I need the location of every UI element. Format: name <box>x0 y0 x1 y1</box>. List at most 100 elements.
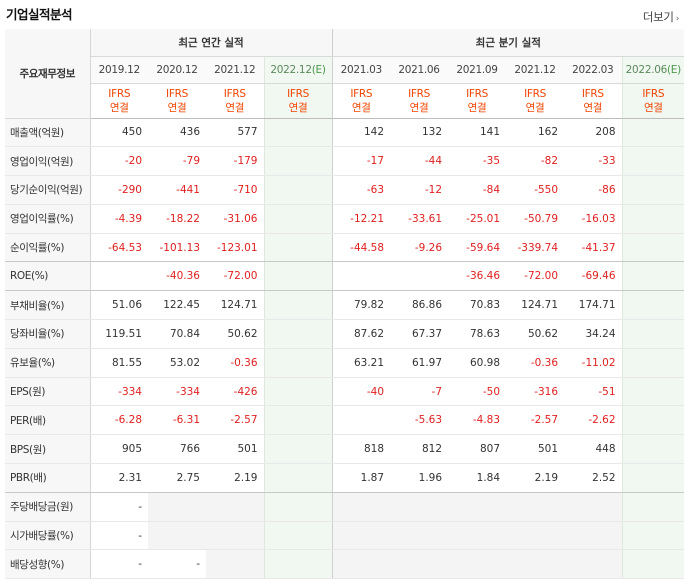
table-row: PER(배) -6.28 -6.31 -2.57 -5.63 -4.83 -2.57 -2.6… <box>5 405 685 436</box>
table-cell: -82 <box>506 146 565 177</box>
row-label: 매출액(억원) <box>5 118 91 148</box>
table-cell: -4.83 <box>448 405 507 436</box>
more-link[interactable]: 더보기 › <box>643 9 679 25</box>
estimate-mark: (E) <box>311 63 326 76</box>
table-cell <box>263 118 333 148</box>
table-cell <box>331 405 391 436</box>
table-row: 영업이익(억원) -20 -79 -179 -17 -44 -35 -82 -33 <box>5 146 685 177</box>
table-cell: -25.01 <box>448 204 507 234</box>
table-cell: 501 <box>206 434 264 465</box>
table-cell: -0.36 <box>206 348 264 378</box>
row-label: ROE(%) <box>5 261 91 292</box>
table-row: PBR(배) 2.31 2.75 2.19 1.87 1.96 1.84 2.19 2.52 <box>5 463 685 493</box>
table-cell <box>621 175 685 205</box>
table-cell: 124.71 <box>506 290 565 321</box>
table-cell: 2.19 <box>206 463 264 493</box>
period-header: 2021.12 <box>506 56 565 84</box>
table-cell: 448 <box>564 434 623 465</box>
ifrs-label: IFRS <box>166 87 188 100</box>
table-cell <box>263 290 333 321</box>
table-cell <box>263 348 333 378</box>
period-label: 2021.03 <box>340 63 383 76</box>
table-cell: -2.57 <box>506 405 565 436</box>
consolidated-label: 연결 <box>288 101 308 114</box>
table-cell: -40 <box>331 377 391 407</box>
table-cell <box>448 492 507 522</box>
row-label: 영업이익(억원) <box>5 146 91 177</box>
table-cell: 174.71 <box>564 290 623 321</box>
table-cell: -44 <box>390 146 449 177</box>
table-cell <box>148 492 206 522</box>
table-cell: 766 <box>148 434 206 465</box>
table-cell: 124.71 <box>206 290 264 321</box>
table-cell: -550 <box>506 175 565 205</box>
table-row: 유보율(%) 81.55 53.02 -0.36 63.21 61.97 60.98 -0.3… <box>5 348 685 378</box>
table-cell <box>390 549 449 580</box>
ifrs-badge: IFRS 연결 <box>448 83 507 119</box>
period-header: 2021.03 <box>331 56 391 84</box>
table-cell: -6.31 <box>148 405 206 436</box>
financial-summary-table: 주요재무정보 최근 연간 실적 최근 분기 실적 2019.12 2020.12 2… <box>5 29 685 580</box>
table-cell <box>263 463 333 493</box>
period-label: 2022.06 <box>625 63 668 76</box>
ifrs-badge: IFRS 연결 <box>390 83 449 119</box>
table-cell: -426 <box>206 377 264 407</box>
table-cell: -710 <box>206 175 264 205</box>
consolidated-label: 연결 <box>167 101 187 114</box>
table-cell <box>263 319 333 349</box>
table-cell <box>390 521 449 551</box>
table-cell: -35 <box>448 146 507 177</box>
table-cell: -33 <box>564 146 623 177</box>
row-label: 유보율(%) <box>5 348 91 378</box>
period-label: 2019.12 <box>98 63 141 76</box>
period-header: 2022.03 <box>564 56 623 84</box>
table-cell: 132 <box>390 118 449 148</box>
table-cell: -9.26 <box>390 233 449 263</box>
table-cell <box>331 492 391 522</box>
table-cell: -2.57 <box>206 405 264 436</box>
table-cell: -11.02 <box>564 348 623 378</box>
table-cell: -179 <box>206 146 264 177</box>
table-cell <box>506 521 565 551</box>
table-cell: -18.22 <box>148 204 206 234</box>
period-header: 2022.12(E) <box>263 56 333 84</box>
table-row: 배당성향(%) - - <box>5 549 685 580</box>
quarter-group-header: 최근 분기 실적 <box>331 29 685 57</box>
row-label: EPS(원) <box>5 377 91 407</box>
table-cell: - <box>89 549 148 580</box>
table-cell: -63 <box>331 175 391 205</box>
table-cell: -101.13 <box>148 233 206 263</box>
table-cell: -4.39 <box>89 204 148 234</box>
table-cell <box>621 233 685 263</box>
ifrs-badge: IFRS 연결 <box>564 83 623 119</box>
period-label: 2022.12 <box>270 63 312 76</box>
table-cell: -50.79 <box>506 204 565 234</box>
period-label: 2021.12 <box>214 63 256 76</box>
table-cell: 78.63 <box>448 319 507 349</box>
table-row: 당좌비율(%) 119.51 70.84 50.62 87.62 67.37 78.63 50… <box>5 319 685 349</box>
table-cell: -334 <box>89 377 148 407</box>
table-cell <box>621 463 685 493</box>
ifrs-label: IFRS <box>223 87 246 100</box>
period-header: 2019.12 <box>89 56 148 84</box>
ifrs-label: IFRS <box>408 87 430 100</box>
table-cell: -2.62 <box>564 405 623 436</box>
table-row: ROE(%) -40.36 -72.00 -36.46 -72.00 -69.46 <box>5 261 685 292</box>
table-cell <box>148 521 206 551</box>
table-cell: 905 <box>89 434 148 465</box>
row-label: 영업이익률(%) <box>5 204 91 234</box>
row-label: 주당배당금(원) <box>5 492 91 522</box>
ifrs-badge: IFRS 연결 <box>206 83 264 119</box>
table-cell <box>621 434 685 465</box>
table-cell: - <box>89 521 148 551</box>
consolidated-label: 연결 <box>643 101 663 114</box>
consolidated-label: 연결 <box>409 101 429 114</box>
row-label: 부채비율(%) <box>5 290 91 321</box>
table-cell: 577 <box>206 118 264 148</box>
table-cell <box>263 261 333 292</box>
table-cell <box>263 204 333 234</box>
table-cell: 1.84 <box>448 463 507 493</box>
table-cell: 70.84 <box>148 319 206 349</box>
table-cell: -290 <box>89 175 148 205</box>
table-row: 당기순이익(억원) -290 -441 -710 -63 -12 -84 -550 -86 <box>5 175 685 205</box>
